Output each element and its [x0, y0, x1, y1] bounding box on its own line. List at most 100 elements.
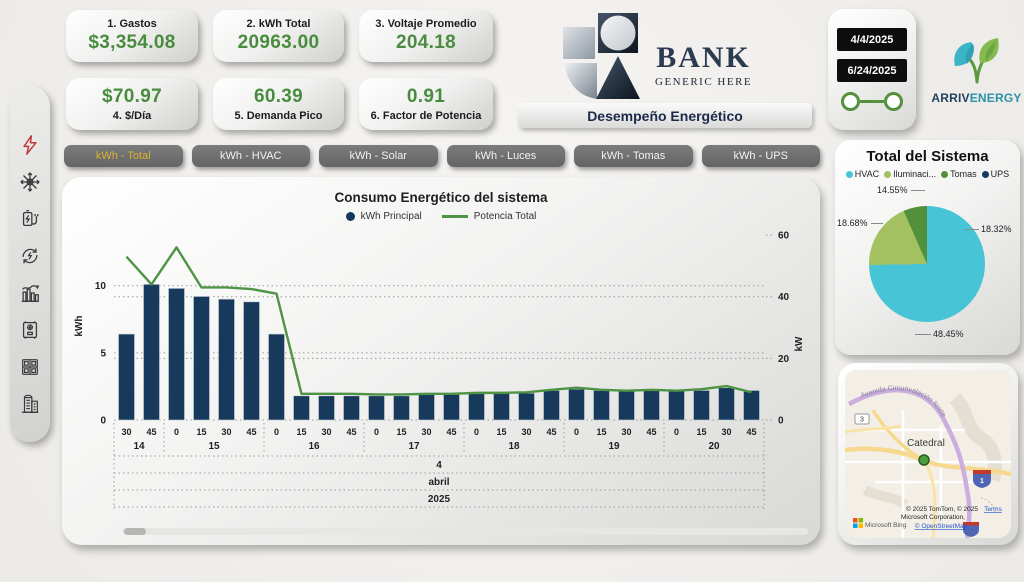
svg-text:18: 18: [508, 441, 520, 452]
slider-handle-start[interactable]: [841, 92, 860, 111]
svg-text:40: 40: [778, 292, 790, 303]
legend-label-tomas: Tomas: [950, 169, 977, 179]
location-map-card: Avenida Circunvalación Norte Catedral 3 …: [838, 363, 1018, 545]
map-copyright-line2: Microsoft Corporation,: [901, 514, 965, 521]
tab-kwh-solar[interactable]: kWh - Solar: [319, 145, 438, 167]
legend-label-hvac: HVAC: [854, 169, 880, 179]
bing-logo: Microsoft Bing: [853, 518, 907, 529]
bank-tagline: GENERIC HERE: [655, 75, 753, 88]
legend-dot-tomas: [941, 170, 949, 178]
tab-kwh-hvac[interactable]: kWh - HVAC: [191, 145, 310, 167]
legend-label-iluminacion: Iluminaci...: [893, 169, 937, 179]
svg-text:30: 30: [121, 427, 131, 437]
map-city-label: Catedral: [907, 438, 945, 449]
legend-dot-ups: [981, 170, 989, 178]
svg-text:0: 0: [474, 427, 479, 437]
svg-text:15: 15: [196, 427, 206, 437]
date-range-slider: [841, 92, 903, 111]
electrical-panel-icon[interactable]: [18, 355, 42, 379]
kpi-kwh-total: 2. kWh Total 20963.00: [213, 10, 344, 62]
svg-text:45: 45: [146, 427, 156, 437]
leaves-icon: [953, 38, 999, 84]
tab-kwh-tomas[interactable]: kWh - Tomas: [574, 145, 693, 167]
renewable-energy-icon[interactable]: [18, 244, 42, 268]
tab-kwh-ups[interactable]: kWh - UPS: [701, 145, 820, 167]
kpi-value: $70.97: [102, 86, 162, 107]
page-title: Desempeño Energético: [518, 103, 812, 128]
kpi-label: 3. Voltaje Promedio: [375, 18, 477, 30]
kpi-grid: 1. Gastos $3,354.08 2. kWh Total 20963.0…: [66, 10, 496, 130]
system-pie-chart[interactable]: [869, 206, 985, 322]
slider-handle-end[interactable]: [884, 92, 903, 111]
legend-line-marker: [441, 215, 468, 218]
fuse-box-icon[interactable]: [18, 318, 42, 342]
svg-text:15: 15: [496, 427, 506, 437]
kpi-demanda-pico: 60.39 5. Demanda Pico: [213, 78, 344, 130]
kpi-label: 6. Factor de Potencia: [370, 110, 482, 122]
tab-kwh-luces[interactable]: kWh - Luces: [446, 145, 565, 167]
svg-text:30: 30: [721, 427, 731, 437]
kpi-value: 60.39: [253, 86, 304, 107]
svg-text:45: 45: [346, 427, 356, 437]
energy-bolt-icon[interactable]: [18, 133, 42, 157]
map-canvas[interactable]: Avenida Circunvalación Norte Catedral 3 …: [845, 370, 1011, 538]
shield-b-label: 1: [980, 478, 984, 485]
svg-text:45: 45: [746, 427, 756, 437]
chart-scrollbar-thumb[interactable]: [124, 528, 146, 535]
system-total-card: Total del Sistema HVAC Iluminaci... Toma…: [835, 140, 1020, 355]
pie-label-hvac: 48.45%: [933, 329, 964, 339]
slider-track: [860, 100, 884, 103]
kpi-value: 0.91: [406, 86, 446, 107]
svg-text:15: 15: [296, 427, 306, 437]
snowflake-hvac-icon[interactable]: [18, 170, 42, 194]
svg-text:0: 0: [674, 427, 679, 437]
svg-text:45: 45: [446, 427, 456, 437]
svg-text:30: 30: [521, 427, 531, 437]
svg-text:30: 30: [421, 427, 431, 437]
chart-title: Consumo Energético del sistema: [334, 190, 548, 205]
svg-text:45: 45: [246, 427, 256, 437]
pie-title: Total del Sistema: [866, 148, 989, 165]
svg-text:16: 16: [308, 441, 320, 452]
svg-text:0: 0: [174, 427, 179, 437]
map-osm-link[interactable]: © OpenStreetMap: [915, 522, 968, 530]
statistics-chart-icon[interactable]: [18, 281, 42, 305]
end-date-input[interactable]: 6/24/2025: [837, 59, 907, 82]
arrivenergy-logo: ARRIVENERGY: [929, 36, 1024, 105]
svg-text:15: 15: [396, 427, 406, 437]
svg-text:0: 0: [374, 427, 379, 437]
map-terms-link[interactable]: Terms: [984, 506, 1002, 513]
svg-text:2025: 2025: [428, 494, 451, 505]
tab-kwh-total[interactable]: kWh - Total: [64, 145, 183, 167]
road-shield-1: 1: [973, 470, 991, 488]
legend-dot-hvac: [845, 170, 853, 178]
shield-a-label: 3: [860, 417, 864, 424]
start-date-input[interactable]: 4/4/2025: [837, 28, 907, 51]
kpi-label: 2. kWh Total: [246, 18, 311, 30]
svg-text:10: 10: [95, 281, 107, 292]
svg-text:60: 60: [778, 231, 790, 242]
svg-text:15: 15: [596, 427, 606, 437]
pie-label-tomas: 14.55%: [877, 185, 908, 195]
road-shield-3: 3: [854, 413, 870, 425]
legend-bar-label: kWh Principal: [360, 211, 422, 222]
battery-charging-icon[interactable]: [18, 207, 42, 231]
kpi-factor-potencia: 0.91 6. Factor de Potencia: [359, 78, 493, 130]
map-location-marker[interactable]: [918, 454, 930, 466]
chart-horizontal-scrollbar: [122, 528, 808, 535]
kpi-label: 4. $/Día: [112, 110, 152, 122]
svg-text:0: 0: [778, 416, 784, 427]
svg-text:kW: kW: [794, 336, 805, 352]
chart-legend: kWh Principal Potencia Total: [62, 211, 820, 222]
legend-dot-iluminacion: [884, 170, 892, 178]
brand-energy: ENERGY: [969, 91, 1022, 105]
svg-text:5: 5: [100, 348, 106, 359]
kpi-label: 5. Demanda Pico: [234, 110, 323, 122]
kpi-value: 204.18: [396, 32, 456, 53]
svg-text:30: 30: [321, 427, 331, 437]
svg-text:19: 19: [608, 441, 620, 452]
kpi-gastos: 1. Gastos $3,354.08: [66, 10, 198, 62]
consumption-chart-card: Consumo Energético del sistema kWh Princ…: [62, 177, 820, 545]
building-icon[interactable]: [18, 392, 42, 416]
arrivenergy-wordmark: ARRIVENERGY: [931, 91, 1021, 105]
